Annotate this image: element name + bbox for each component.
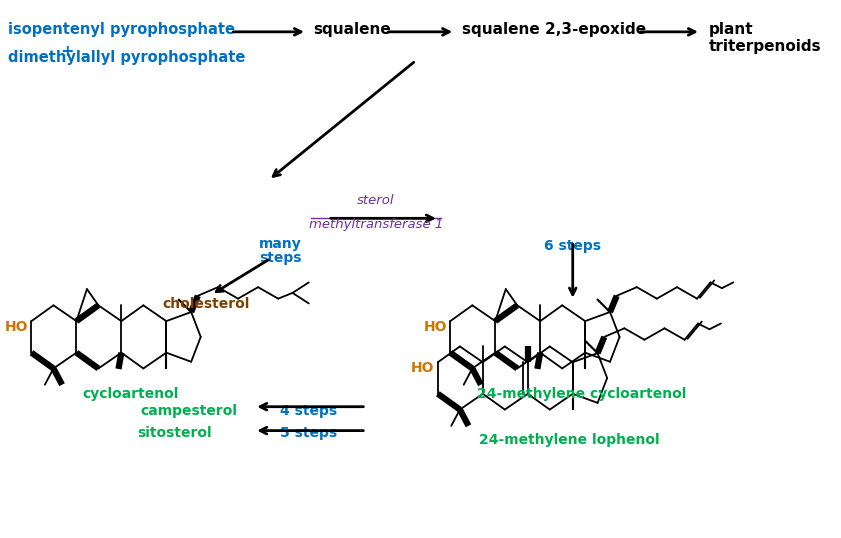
Text: 5 steps: 5 steps bbox=[280, 426, 337, 440]
Text: 24-methylene lophenol: 24-methylene lophenol bbox=[479, 433, 659, 447]
Text: 4 steps: 4 steps bbox=[280, 404, 337, 418]
Text: many: many bbox=[259, 237, 301, 251]
Text: +: + bbox=[61, 44, 74, 59]
Text: methyltransferase 1: methyltransferase 1 bbox=[309, 218, 443, 231]
Text: HO: HO bbox=[424, 320, 447, 334]
Text: isopentenyl pyrophosphate: isopentenyl pyrophosphate bbox=[8, 22, 235, 37]
Text: cycloartenol: cycloartenol bbox=[82, 387, 179, 401]
Text: squalene 2,3-epoxide: squalene 2,3-epoxide bbox=[462, 22, 646, 37]
Text: sterol: sterol bbox=[357, 194, 394, 207]
Text: campesterol: campesterol bbox=[140, 404, 238, 418]
Text: squalene: squalene bbox=[314, 22, 391, 37]
Text: dimethylallyl pyrophosphate: dimethylallyl pyrophosphate bbox=[8, 50, 245, 65]
Text: HO: HO bbox=[411, 361, 435, 375]
Text: plant: plant bbox=[708, 22, 754, 37]
Text: 24-methylene cycloartenol: 24-methylene cycloartenol bbox=[477, 387, 686, 401]
Text: cholesterol: cholesterol bbox=[163, 297, 250, 311]
Text: triterpenoids: triterpenoids bbox=[708, 39, 821, 54]
Text: HO: HO bbox=[5, 320, 29, 334]
Text: sitosterol: sitosterol bbox=[138, 426, 212, 440]
Text: 6 steps: 6 steps bbox=[544, 239, 601, 253]
Text: steps: steps bbox=[259, 251, 301, 265]
